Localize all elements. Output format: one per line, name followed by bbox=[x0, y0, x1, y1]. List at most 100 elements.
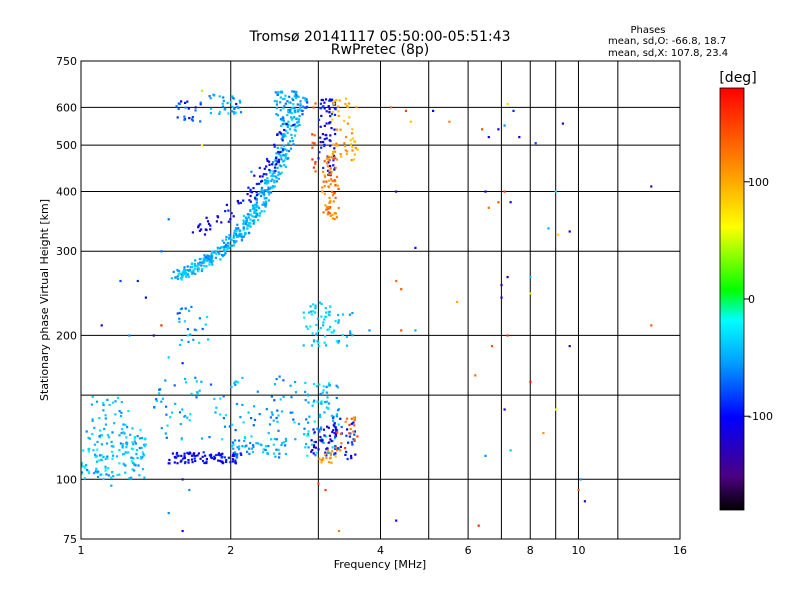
data-point bbox=[267, 432, 270, 435]
data-point bbox=[94, 470, 97, 473]
data-point bbox=[232, 236, 235, 239]
data-point bbox=[315, 333, 318, 336]
data-point bbox=[198, 258, 201, 261]
data-point bbox=[335, 414, 338, 417]
data-point bbox=[283, 97, 286, 101]
data-point bbox=[249, 190, 252, 193]
data-point bbox=[344, 447, 347, 450]
data-point bbox=[341, 333, 344, 337]
data-point bbox=[289, 384, 292, 387]
data-point bbox=[244, 216, 248, 219]
data-point bbox=[270, 180, 273, 183]
data-point bbox=[224, 252, 227, 255]
data-point bbox=[282, 441, 285, 444]
data-point bbox=[113, 422, 116, 425]
data-point bbox=[276, 93, 280, 96]
data-point bbox=[503, 190, 506, 193]
data-point bbox=[255, 191, 258, 194]
data-point bbox=[92, 449, 95, 452]
data-point bbox=[209, 107, 213, 110]
data-point bbox=[227, 220, 230, 223]
data-point bbox=[133, 469, 136, 472]
data-point bbox=[328, 99, 331, 102]
data-point bbox=[207, 222, 211, 225]
data-point bbox=[329, 214, 332, 217]
data-point bbox=[210, 261, 213, 264]
data-point bbox=[332, 159, 335, 162]
data-point bbox=[230, 238, 233, 242]
data-point bbox=[272, 174, 275, 178]
data-point bbox=[274, 91, 277, 94]
data-point bbox=[320, 302, 323, 305]
data-point bbox=[314, 446, 317, 449]
data-point bbox=[90, 403, 93, 406]
data-point bbox=[206, 256, 209, 259]
data-point bbox=[225, 459, 228, 462]
data-point bbox=[328, 461, 331, 464]
data-point bbox=[252, 187, 255, 190]
data-point bbox=[219, 258, 222, 261]
data-point bbox=[271, 186, 274, 189]
data-point bbox=[190, 454, 194, 457]
data-point bbox=[240, 233, 243, 236]
data-point bbox=[178, 320, 181, 323]
data-point bbox=[197, 224, 200, 227]
data-point bbox=[201, 459, 205, 463]
data-point bbox=[294, 111, 297, 114]
data-point bbox=[270, 395, 273, 398]
data-point bbox=[335, 432, 338, 436]
data-point bbox=[261, 175, 264, 178]
data-point bbox=[171, 452, 174, 455]
y-axis-label: Stationary phase Virtual Height [km] bbox=[38, 199, 51, 401]
data-point bbox=[509, 449, 512, 452]
data-point bbox=[184, 272, 188, 275]
data-point bbox=[118, 449, 121, 452]
data-point bbox=[330, 178, 333, 181]
data-point bbox=[246, 227, 249, 230]
data-point bbox=[189, 413, 192, 416]
data-point bbox=[196, 392, 199, 395]
data-point bbox=[266, 159, 269, 162]
data-point bbox=[314, 311, 317, 314]
data-point bbox=[98, 435, 101, 438]
data-point bbox=[222, 395, 225, 398]
data-point bbox=[316, 317, 319, 320]
data-point bbox=[265, 173, 268, 176]
data-point bbox=[128, 477, 131, 480]
data-point bbox=[316, 400, 319, 403]
data-point bbox=[282, 144, 285, 147]
data-point bbox=[184, 106, 187, 109]
data-point bbox=[332, 417, 335, 420]
data-point bbox=[186, 269, 189, 272]
data-point bbox=[317, 118, 321, 121]
data-point bbox=[239, 452, 242, 455]
data-point bbox=[132, 443, 135, 446]
data-point bbox=[352, 421, 355, 424]
data-point bbox=[281, 133, 284, 136]
data-point bbox=[299, 106, 302, 110]
data-point bbox=[133, 463, 136, 466]
data-point bbox=[282, 154, 285, 157]
data-point bbox=[297, 118, 300, 121]
data-point bbox=[155, 399, 158, 403]
data-point bbox=[305, 418, 308, 421]
data-point bbox=[281, 139, 284, 142]
y-tick-label: 200 bbox=[56, 329, 77, 342]
data-point bbox=[199, 103, 202, 106]
data-point bbox=[331, 446, 334, 449]
data-point bbox=[242, 199, 245, 202]
data-point bbox=[183, 452, 186, 455]
data-point bbox=[173, 384, 176, 387]
data-point bbox=[293, 421, 296, 424]
data-point bbox=[135, 449, 139, 452]
data-point bbox=[129, 433, 132, 436]
data-point bbox=[331, 118, 334, 121]
data-point bbox=[245, 444, 248, 447]
data-point bbox=[561, 122, 564, 125]
data-point bbox=[225, 244, 228, 247]
data-point bbox=[98, 459, 101, 462]
data-point bbox=[217, 459, 220, 462]
data-point bbox=[203, 264, 206, 267]
data-point bbox=[279, 151, 282, 154]
data-point bbox=[191, 266, 194, 269]
